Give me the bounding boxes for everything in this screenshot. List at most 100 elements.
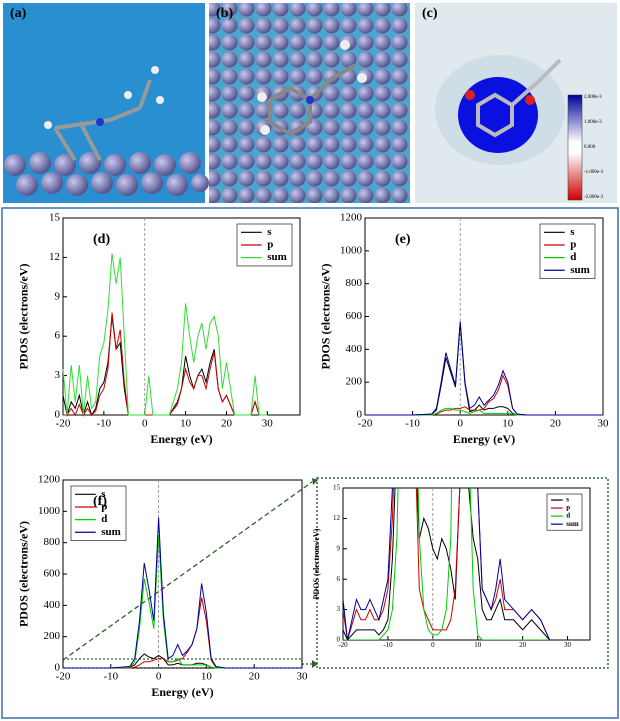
x-tick-label: 0	[457, 417, 463, 429]
series-line	[63, 534, 302, 669]
y-tick-label: 0	[55, 662, 61, 674]
x-axis-label: Energy (eV)	[453, 432, 515, 446]
x-tick-label: -20	[56, 417, 71, 429]
series-group	[343, 488, 551, 640]
legend-label: sum	[566, 520, 579, 528]
y-tick-label: 0	[55, 409, 61, 421]
y-axis-label: PDOS (electrons/eV)	[16, 263, 30, 369]
arrow-head	[312, 660, 318, 668]
legend-label: s	[570, 226, 575, 238]
y-tick-label: 800	[44, 536, 61, 548]
x-axis-label: Energy (eV)	[150, 432, 212, 446]
zoom-box	[62, 658, 303, 669]
panel-label: (f)	[93, 494, 107, 509]
y-tick-label: 1000	[340, 244, 363, 256]
series-line	[63, 312, 268, 417]
legend-label: p	[267, 239, 273, 251]
y-tick-label: 9	[337, 544, 341, 552]
legend-label: p	[566, 504, 570, 512]
legend-label: sum	[570, 264, 590, 276]
series-line	[62, 316, 268, 417]
y-tick-label: 200	[346, 376, 363, 388]
series-group	[63, 517, 302, 669]
legend-label: s	[101, 488, 106, 500]
series-line	[343, 488, 550, 640]
x-tick-label: 0	[431, 641, 435, 649]
y-tick-label: 1200	[38, 474, 61, 486]
legend-label: s	[566, 496, 569, 504]
x-tick-label: -20	[358, 417, 373, 429]
plot-area	[342, 487, 591, 641]
legend-label: sum	[267, 251, 287, 263]
y-tick-label: 9	[55, 290, 61, 302]
series-line	[365, 374, 603, 416]
x-tick-label: 30	[262, 417, 274, 429]
colorbar-label: 1.000e-3	[584, 120, 602, 125]
series-line	[63, 517, 302, 669]
y-tick-label: 3	[55, 369, 61, 381]
x-tick-label: 20	[550, 417, 562, 429]
y-tick-label: 1000	[38, 505, 61, 517]
x-axis-label: Energy (eV)	[151, 685, 213, 699]
x-tick-label: 10	[180, 417, 192, 429]
panel-label: (e)	[395, 232, 411, 247]
series-line	[343, 488, 551, 640]
legend-label: p	[101, 501, 107, 513]
colorbar-label: 0.000	[584, 145, 596, 150]
panel-label: (a)	[10, 6, 27, 21]
y-axis-label: PDOS (electrons/eV)	[318, 263, 332, 369]
series-line	[365, 321, 603, 416]
y-tick-label: 600	[44, 568, 61, 580]
y-tick-label: 0	[357, 409, 363, 421]
x-tick-label: 30	[297, 670, 309, 682]
plot-area	[62, 217, 301, 416]
series-line	[343, 488, 550, 640]
legend-box	[70, 485, 127, 541]
panel-c: (c) 2.000e-3 1.000e-3 0.000 -1.000e-3 -2…	[415, 3, 617, 203]
x-tick-label: -20	[56, 670, 71, 682]
series-line	[365, 407, 603, 416]
panel-label: (d)	[93, 232, 110, 247]
x-tick-label: -20	[338, 641, 348, 649]
legend-label: d	[101, 513, 107, 525]
y-tick-label: 400	[44, 599, 61, 611]
x-tick-label: -10	[97, 417, 112, 429]
x-tick-label: 0	[142, 417, 148, 429]
series-line	[63, 597, 302, 669]
series-group	[365, 321, 603, 416]
x-tick-label: 0	[156, 670, 162, 682]
y-tick-label: 12	[49, 251, 60, 263]
panel-label: (b)	[216, 6, 233, 21]
x-tick-label: 20	[249, 670, 261, 682]
y-tick-label: 1200	[340, 212, 363, 224]
legend-label: sum	[101, 526, 121, 538]
y-tick-label: 12	[333, 514, 341, 522]
arrow-head	[312, 478, 318, 485]
y-tick-label: 15	[333, 484, 341, 492]
legend-label: d	[566, 512, 570, 520]
x-tick-label: 10	[201, 670, 213, 682]
frame	[1, 207, 619, 719]
y-axis-label: PDOS (electrons/eV)	[16, 521, 30, 627]
x-tick-label: 20	[221, 417, 233, 429]
x-tick-label: 10	[474, 641, 482, 649]
x-tick-label: -10	[103, 670, 118, 682]
x-tick-label: -10	[383, 641, 393, 649]
series-line	[62, 253, 268, 416]
legend-label: p	[570, 239, 576, 251]
inset-frame	[316, 477, 609, 669]
x-tick-label: 30	[564, 641, 572, 649]
x-tick-label: 20	[519, 641, 527, 649]
zoom-line	[62, 481, 313, 661]
y-tick-label: 800	[346, 277, 363, 289]
x-tick-label: -10	[405, 417, 420, 429]
x-tick-label: 10	[502, 417, 514, 429]
legend-label: s	[267, 226, 272, 238]
panel-label: (c)	[422, 6, 438, 21]
y-tick-label: 3	[337, 605, 341, 613]
legend-box	[539, 223, 596, 279]
panel-a: (a)	[3, 3, 209, 203]
colorbar-label: -2.000e-3	[584, 195, 604, 200]
colorbar-label: 2.000e-3	[584, 95, 602, 100]
